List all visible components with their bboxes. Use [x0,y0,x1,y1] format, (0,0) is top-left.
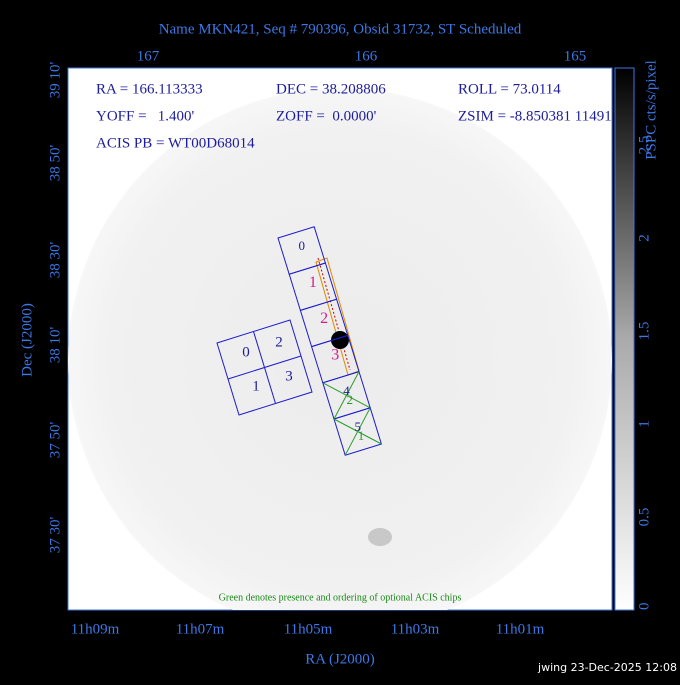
note: Green denotes presence and ordering of o… [219,592,462,603]
top-tick-label: 167 [137,48,160,64]
info-text: ROLL = 73.0114 [458,81,561,97]
bottom-tick-label: 11h03m [391,621,440,637]
dither-line [317,257,351,371]
pspc-field [68,88,612,610]
optional-chip-mark [344,407,371,456]
info-text: ACIS PB = WT00D68014 [96,135,255,151]
footer: jwing 23-Dec-2025 12:08 [537,661,677,674]
acis-i-divider [227,355,302,380]
left-tick-label: 37 50' [47,421,63,458]
left-tick-label: 37 30' [47,516,63,553]
chip-label: 4 [343,383,350,398]
left-tick-label: 38 10' [47,326,63,363]
plot-area: 0 2 1 3 RA = 166.113333 DEC = 38.208806 … [68,81,612,610]
y-axis-title: Dec (J2000) [19,303,35,377]
info-text: YOFF = 1.400' [96,108,195,124]
bottom-tick-label: 11h01m [496,621,545,637]
colorbar-tick-label: 0.5 [636,508,652,527]
chip-label: 1 [309,274,317,291]
chip-label: 0 [298,238,305,253]
colorbar [614,67,635,611]
info-text: DEC = 38.208806 [276,81,386,97]
colorbar-tick-label: 2 [636,234,652,242]
chip-label: 2 [320,310,328,327]
top-tick-label: 166 [355,48,378,64]
target-source [331,331,349,349]
top-tick-label: 165 [564,48,587,64]
left-tick-label: 38 50' [47,144,63,181]
acis-i-array [216,319,313,416]
chip-label: 1 [252,378,260,394]
chip-label: 3 [331,346,339,363]
x-axis-title: RA (J2000) [305,651,375,667]
colorbar-tick-label: 2.5 [636,136,652,155]
info-text: ZSIM = -8.850381 11491 [458,108,612,124]
chip-label: 0 [242,344,250,360]
left-tick-label: 39 10' [47,61,63,98]
bottom-tick-label: 11h05m [284,621,333,637]
colorbar-tick-label: 0 [636,603,652,611]
colorbar-tick-label: 1.5 [636,322,652,341]
info-text: ZOFF = 0.0000' [276,108,377,124]
bottom-tick-label: 11h07m [176,621,225,637]
left-tick-label: 38 30' [47,241,63,278]
title: Name MKN421, Seq # 790396, Obsid 31732, … [159,21,522,37]
chip-label: 3 [285,368,293,384]
optional-chip-mark [333,371,360,420]
chip-label: 2 [275,334,283,350]
info-text: RA = 166.113333 [96,81,203,97]
optional-order-label: 1 [358,428,365,443]
colorbar-tick-label: 1 [636,420,652,428]
optional-order-label: 2 [347,392,354,407]
bottom-tick-label: 11h09m [71,621,120,637]
faint-source [368,528,392,546]
colorbar-label: PSPC cts/s/pixel [643,60,659,160]
chip-label: 5 [354,419,361,434]
